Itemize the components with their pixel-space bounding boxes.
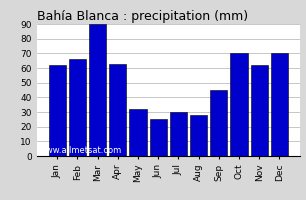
Bar — [210, 90, 227, 156]
Text: www.allmetsat.com: www.allmetsat.com — [39, 146, 121, 155]
Bar — [69, 59, 86, 156]
Bar — [89, 24, 106, 156]
Bar — [230, 53, 248, 156]
Bar — [251, 65, 268, 156]
Text: Bahía Blanca : precipitation (mm): Bahía Blanca : precipitation (mm) — [37, 10, 248, 23]
Bar — [49, 65, 66, 156]
Bar — [170, 112, 187, 156]
Bar — [190, 115, 207, 156]
Bar — [129, 109, 147, 156]
Bar — [109, 64, 126, 156]
Bar — [150, 119, 167, 156]
Bar — [271, 53, 288, 156]
